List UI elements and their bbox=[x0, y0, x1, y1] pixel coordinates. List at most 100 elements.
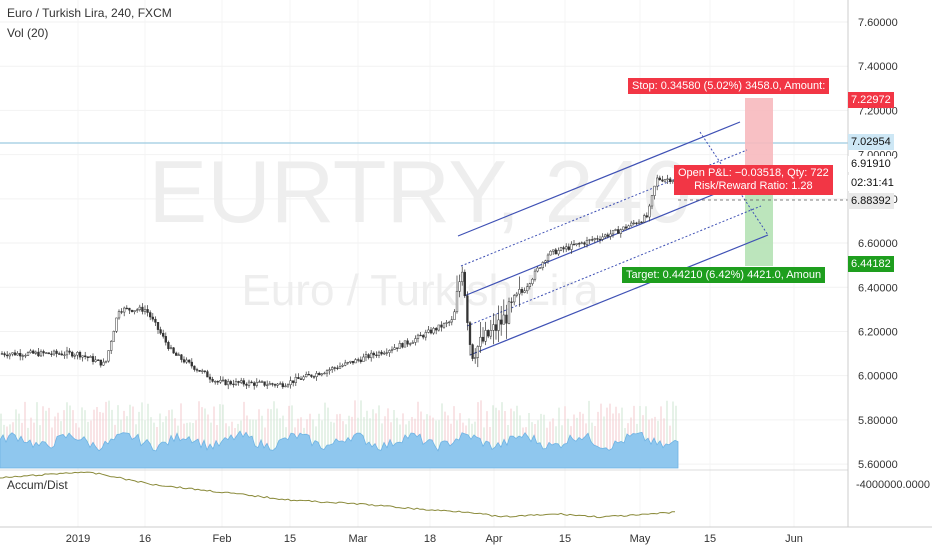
candle bbox=[640, 221, 643, 224]
candle bbox=[276, 383, 279, 388]
candle bbox=[198, 370, 201, 372]
candle bbox=[541, 261, 544, 271]
time-axis[interactable]: 2019 16 Feb 15 Mar 18 Apr 15 May 15 Jun bbox=[66, 533, 803, 545]
candle bbox=[128, 307, 131, 315]
candle bbox=[180, 353, 183, 363]
accum-dist-legend[interactable]: Accum/Dist bbox=[7, 478, 68, 492]
time-tick-label: 2019 bbox=[66, 533, 90, 545]
candle bbox=[331, 366, 334, 373]
stop-label[interactable]: Stop: 0.34580 (5.02%) 3458.0, Amount: bbox=[628, 78, 830, 94]
candle bbox=[19, 349, 22, 361]
candle bbox=[47, 352, 50, 355]
time-tick-label: Jun bbox=[785, 533, 803, 545]
candle bbox=[419, 332, 422, 337]
candle bbox=[619, 228, 622, 238]
candle bbox=[185, 357, 188, 364]
target-price-tag: 6.44182 bbox=[848, 256, 894, 272]
candle bbox=[123, 306, 126, 317]
candle bbox=[175, 351, 178, 356]
candle bbox=[494, 314, 498, 340]
candle bbox=[242, 378, 245, 387]
candle bbox=[266, 380, 269, 389]
candle bbox=[84, 351, 87, 360]
candles[interactable] bbox=[0, 174, 677, 390]
candle bbox=[65, 346, 69, 359]
candle bbox=[546, 253, 550, 264]
candle bbox=[656, 174, 659, 191]
candle bbox=[318, 371, 321, 376]
candle bbox=[481, 327, 485, 344]
candle bbox=[310, 374, 313, 378]
line-price-tag: 7.02954 bbox=[848, 134, 894, 150]
candle bbox=[663, 178, 667, 183]
candle bbox=[188, 359, 191, 364]
candle bbox=[471, 343, 474, 362]
candle bbox=[338, 362, 342, 369]
candle bbox=[0, 351, 4, 355]
candle bbox=[375, 351, 378, 358]
candle bbox=[484, 321, 487, 346]
candle bbox=[341, 363, 344, 368]
candle bbox=[549, 250, 552, 256]
candle bbox=[437, 324, 440, 332]
price-axis[interactable]: 7.600007.400007.200007.000006.800006.600… bbox=[858, 17, 898, 471]
candle bbox=[468, 320, 472, 356]
candle bbox=[203, 370, 206, 374]
candle bbox=[450, 316, 453, 326]
candle bbox=[37, 347, 40, 357]
risk-reward-text: Risk/Reward Ratio: 1.28 bbox=[694, 180, 813, 192]
time-tick-label: Feb bbox=[213, 533, 232, 545]
candle bbox=[614, 228, 617, 232]
candle bbox=[279, 381, 282, 385]
candle bbox=[229, 379, 232, 386]
candle bbox=[390, 346, 394, 354]
time-tick-label: 16 bbox=[139, 533, 151, 545]
volume-legend[interactable]: Vol (20) bbox=[7, 26, 49, 40]
candle bbox=[286, 383, 290, 388]
candle bbox=[24, 353, 27, 359]
candle bbox=[388, 349, 391, 357]
candle bbox=[162, 329, 165, 339]
candle bbox=[143, 305, 147, 315]
candle bbox=[585, 236, 589, 248]
candle bbox=[372, 351, 375, 359]
target-zone[interactable] bbox=[745, 192, 773, 266]
candle bbox=[11, 352, 14, 357]
symbol-title[interactable]: Euro / Turkish Lira, 240, FXCM bbox=[7, 6, 172, 20]
candle bbox=[320, 373, 323, 377]
candle bbox=[461, 266, 464, 286]
candle bbox=[237, 380, 240, 386]
candle bbox=[513, 293, 516, 306]
candle bbox=[601, 233, 604, 242]
candle bbox=[466, 291, 469, 331]
candle bbox=[201, 368, 204, 374]
candle bbox=[658, 175, 661, 181]
candle bbox=[227, 378, 230, 390]
candle bbox=[136, 308, 139, 313]
candle bbox=[253, 381, 256, 390]
candle bbox=[593, 237, 596, 244]
candle bbox=[435, 326, 438, 335]
price-tick-label: 7.40000 bbox=[858, 61, 898, 73]
target-label[interactable]: Target: 0.44210 (6.42%) 4421.0, Amoun bbox=[622, 267, 826, 283]
candle bbox=[141, 303, 144, 315]
candle bbox=[315, 370, 318, 381]
candle bbox=[289, 376, 292, 389]
candle bbox=[73, 353, 76, 360]
candle bbox=[91, 353, 95, 365]
candle bbox=[312, 375, 316, 379]
candle bbox=[16, 351, 19, 356]
candle bbox=[414, 335, 417, 346]
candle bbox=[424, 329, 427, 341]
price-tick-label: 6.40000 bbox=[858, 282, 898, 294]
time-tick-label: Apr bbox=[485, 533, 502, 545]
candle bbox=[164, 332, 167, 346]
candle bbox=[351, 360, 355, 365]
candle bbox=[653, 185, 656, 200]
last-price-tag: 6.91910 bbox=[848, 156, 894, 172]
candle bbox=[219, 376, 222, 384]
candle bbox=[21, 353, 24, 361]
candle bbox=[6, 351, 9, 359]
pnl-label[interactable]: Open P&L: −0.03518, Qty: 722 Risk/Reward… bbox=[674, 165, 833, 195]
